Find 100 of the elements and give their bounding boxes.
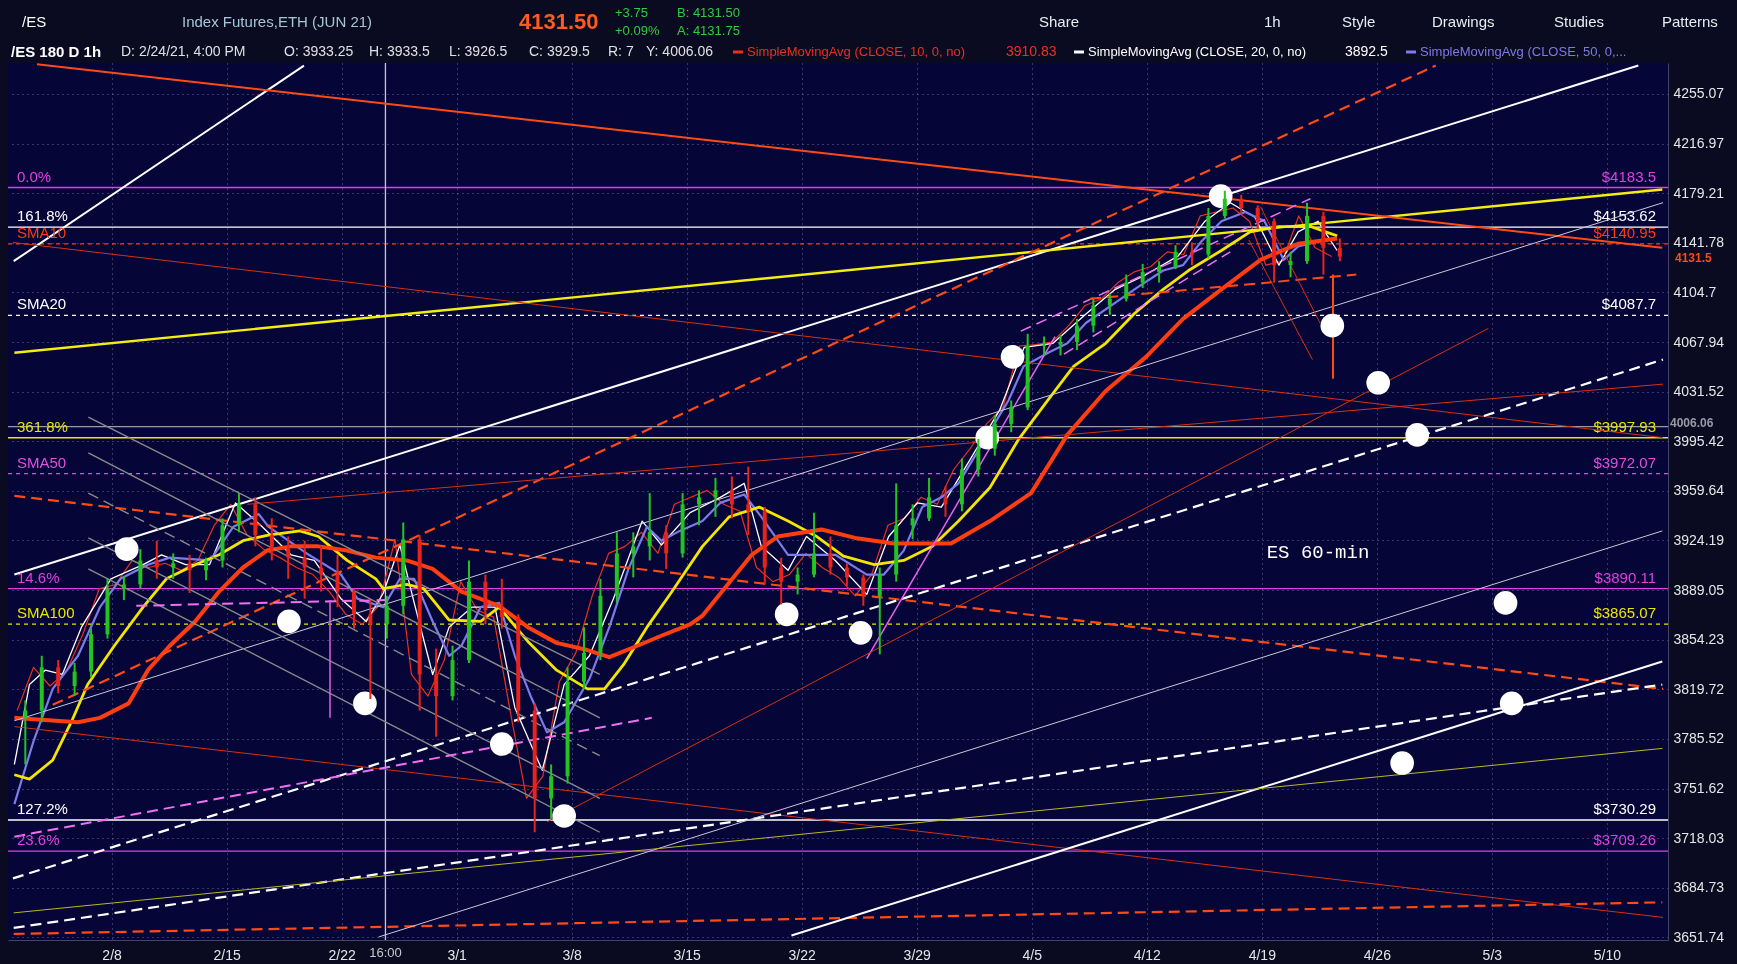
candlestick [1074,317,1079,352]
candlestick [368,599,373,701]
ref-line-label: $3730.29 [1593,799,1656,817]
ref-line-label: 16:00 [369,945,402,960]
x-tick-label: 4/26 [1363,946,1392,963]
candlestick [1222,189,1227,220]
candlestick [795,566,800,596]
ref-line-label: $4140.95 [1593,223,1656,241]
candlestick [335,553,340,609]
candlestick [1173,244,1178,271]
candlestick [187,553,192,594]
candlestick [286,535,291,580]
annotation: ES 60-min [1266,542,1370,564]
candlestick [384,594,389,640]
candlestick [1058,334,1063,357]
y-tick-label: 3684.73 [1673,879,1725,896]
annotation: 161.8% [17,207,68,225]
candlestick [1124,273,1129,303]
candlestick [861,573,866,607]
annotation: 14.6% [17,568,60,586]
candlestick [319,545,324,593]
text: 3910.83 [1006,43,1057,59]
candlestick [877,566,882,656]
candlestick [943,485,948,518]
text: B: 4131.50 [677,5,740,20]
candlestick [812,511,817,579]
x-tick-label: 4/5 [1022,946,1043,963]
annotation: SMA20 [17,295,67,313]
x-tick-label: 2/22 [328,946,356,963]
text: 3892.5 [1345,43,1389,59]
candlestick [697,489,702,527]
candlestick [1091,297,1096,334]
x-tick-label: 3/15 [673,946,702,963]
candlestick [154,539,159,580]
y-tick-label: 4216.97 [1673,135,1725,152]
y-tick-label: 3785.52 [1673,730,1725,747]
legend-label: SimpleMovingAvg (CLOSE, 20, 0, no) [1088,44,1306,59]
x-tick-label: 5/10 [1593,946,1622,963]
candlestick [499,577,504,630]
y-tick-label: 3819.72 [1673,680,1725,697]
candlestick [779,556,784,606]
candlestick [302,539,307,600]
y-tick-label: 3889.05 [1673,581,1725,598]
candlestick [23,699,28,766]
x-tick-label: 4/12 [1133,946,1162,963]
candlestick [549,763,554,820]
annotation: 127.2% [17,799,68,817]
candlestick [910,503,915,541]
candlestick [1255,204,1260,231]
y-tick-label: 4255.07 [1673,85,1725,102]
text: Patterns [1662,13,1718,30]
candlestick [1140,262,1145,289]
annotation: 4006.06 [1670,415,1714,430]
x-tick-label: 2/8 [102,946,123,963]
annotation: SMA100 [17,604,75,622]
y-tick-label: 3995.42 [1673,432,1725,449]
x-tick-label: 3/1 [447,946,468,963]
text: Style [1342,13,1376,30]
ref-line-label: $4183.5 [1601,167,1656,185]
candlestick [434,647,439,738]
text: +0.09% [615,23,660,38]
text: Drawings [1432,13,1495,30]
y-tick-label: 4104.7 [1673,283,1717,300]
annotation: 23.6% [17,831,60,849]
x-tick-label: 2/15 [213,946,241,963]
x-tick-label: 3/22 [788,946,817,963]
candlestick [1288,250,1293,279]
y-tick-label: 3924.19 [1673,531,1725,548]
candlestick [664,524,669,570]
annotation: 0.0% [17,167,52,185]
text: 1h [1264,13,1281,30]
candlestick [56,659,61,695]
y-tick-label: 4031.52 [1673,383,1725,400]
ref-line-label: $3709.26 [1593,831,1656,849]
legend-label: SimpleMovingAvg (CLOSE, 50, 0,... [1420,44,1627,59]
text: Y: 4006.06 [646,43,714,59]
text: A: 4131.75 [677,23,740,38]
candlestick [746,465,751,537]
candlestick [1337,237,1342,263]
text: Studies [1554,13,1605,30]
ref-line-label: $3972.07 [1593,453,1656,471]
y-tick-label: 4067.94 [1673,333,1725,350]
legend-label: SimpleMovingAvg (CLOSE, 10, 0, no) [747,44,965,59]
text: 4131.5 [1675,251,1713,265]
candlestick [269,517,274,562]
chart-subtitle: /ES 180 D 1h [11,43,102,60]
candlestick [729,475,734,520]
y-tick-label: 3651.74 [1673,928,1725,945]
candlestick [844,562,849,587]
text: /ES [22,13,47,30]
y-tick-label: 3959.64 [1673,482,1725,499]
candlestick [351,587,356,630]
candlestick [1157,260,1162,284]
candlestick [647,492,652,562]
candlestick [976,438,981,478]
candlestick [713,476,718,518]
candlestick [1009,399,1014,434]
annotation: SMA50 [17,453,67,471]
ref-line-label: $3865.07 [1593,604,1656,622]
candlestick [927,476,932,523]
